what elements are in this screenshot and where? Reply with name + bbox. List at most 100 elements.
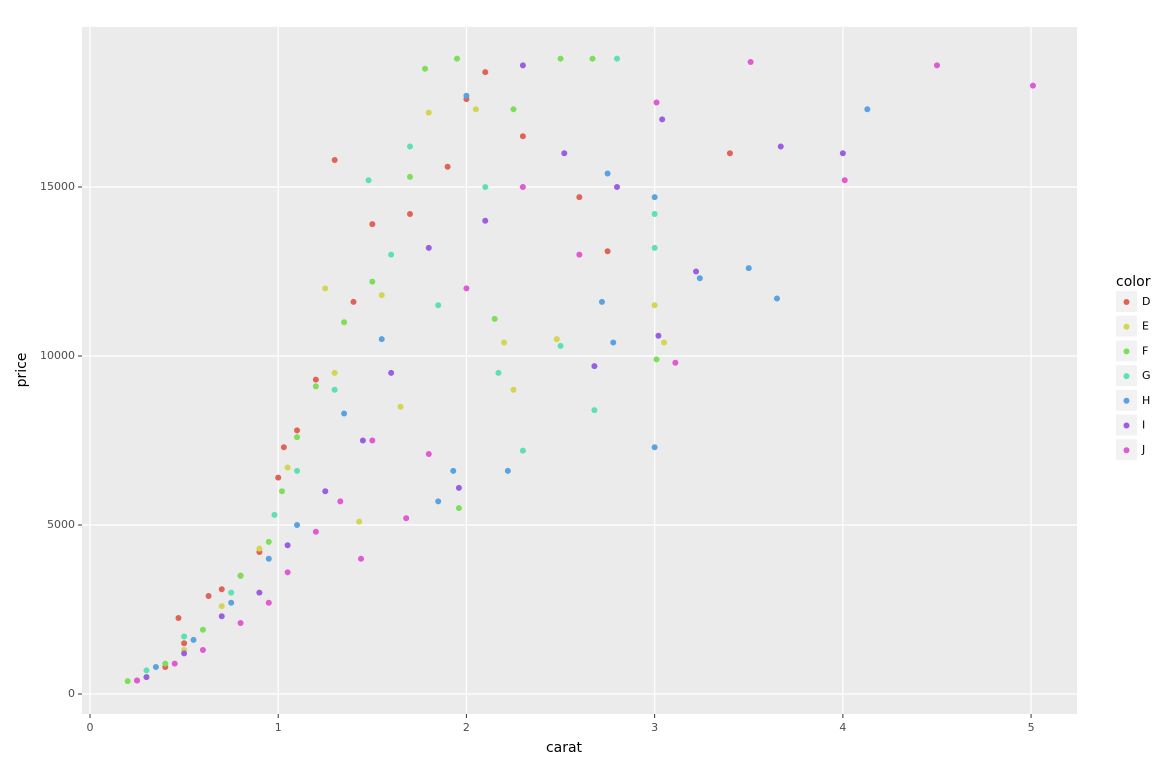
point: [181, 633, 188, 640]
point: [218, 586, 225, 593]
point: [519, 133, 526, 140]
point: [651, 194, 658, 201]
point: [864, 106, 871, 113]
point: [237, 572, 244, 579]
point: [312, 376, 319, 383]
point: [359, 437, 366, 444]
point: [425, 451, 432, 458]
point: [482, 217, 489, 224]
point: [463, 92, 470, 99]
y-tick-label: 0: [68, 687, 75, 700]
legend-label: D: [1142, 295, 1150, 308]
point: [576, 251, 583, 258]
point: [435, 302, 442, 309]
point: [175, 614, 182, 621]
point: [519, 447, 526, 454]
point: [356, 518, 363, 525]
point: [143, 674, 150, 681]
point: [190, 636, 197, 643]
point: [294, 521, 301, 528]
point: [651, 211, 658, 218]
point: [672, 359, 679, 366]
point: [651, 444, 658, 451]
point: [275, 474, 282, 481]
point: [933, 62, 940, 69]
point: [265, 538, 272, 545]
point: [237, 620, 244, 627]
point: [553, 336, 560, 343]
point: [350, 298, 357, 305]
point: [435, 498, 442, 505]
legend-marker: [1123, 299, 1130, 305]
y-tick-label: 5000: [47, 518, 75, 531]
point: [614, 184, 621, 191]
legend-marker: [1123, 447, 1130, 454]
point: [228, 589, 235, 596]
point: [651, 244, 658, 251]
point: [271, 511, 278, 518]
point: [425, 109, 432, 116]
plot-panel: [82, 27, 1077, 714]
point: [510, 106, 517, 113]
legend-label: I: [1142, 419, 1145, 432]
point: [773, 295, 780, 302]
point: [745, 265, 752, 272]
point: [294, 427, 301, 434]
point: [747, 58, 754, 65]
point: [256, 589, 263, 596]
point: [134, 677, 141, 684]
point: [510, 386, 517, 393]
point: [653, 99, 660, 106]
point: [228, 599, 235, 606]
point: [589, 55, 596, 62]
y-axis-title: price: [14, 353, 30, 388]
legend-marker: [1123, 373, 1130, 380]
legend-label: J: [1141, 443, 1145, 456]
x-tick-label: 4: [839, 721, 846, 734]
point: [406, 143, 413, 150]
point: [284, 569, 291, 576]
point: [557, 55, 564, 62]
point: [561, 150, 568, 157]
point: [425, 244, 432, 251]
point: [322, 488, 329, 495]
point: [472, 106, 479, 113]
point: [162, 660, 169, 667]
point: [284, 464, 291, 471]
point: [454, 55, 461, 62]
legend-marker: [1123, 323, 1130, 330]
point: [841, 177, 848, 184]
point: [322, 285, 329, 292]
point: [450, 467, 457, 474]
point: [312, 383, 319, 390]
point: [397, 403, 404, 410]
point: [604, 170, 611, 177]
point: [358, 555, 365, 562]
point: [171, 660, 178, 667]
point: [614, 55, 621, 62]
point: [278, 488, 285, 495]
y-tick-label: 10000: [40, 349, 75, 362]
point: [777, 143, 784, 150]
point: [331, 386, 338, 393]
point: [659, 116, 666, 123]
point: [199, 626, 206, 633]
point: [495, 369, 502, 376]
point: [519, 184, 526, 191]
point: [444, 163, 451, 170]
x-tick-label: 3: [651, 721, 658, 734]
point: [406, 211, 413, 218]
point: [463, 285, 470, 292]
legend-label: F: [1142, 344, 1148, 357]
point: [839, 150, 846, 157]
point: [422, 65, 429, 72]
point: [124, 678, 131, 685]
point: [181, 640, 188, 647]
point: [284, 542, 291, 549]
x-tick-label: 5: [1028, 721, 1035, 734]
point: [491, 315, 498, 322]
legend-label: H: [1142, 394, 1150, 407]
point: [265, 599, 272, 606]
point: [331, 156, 338, 163]
